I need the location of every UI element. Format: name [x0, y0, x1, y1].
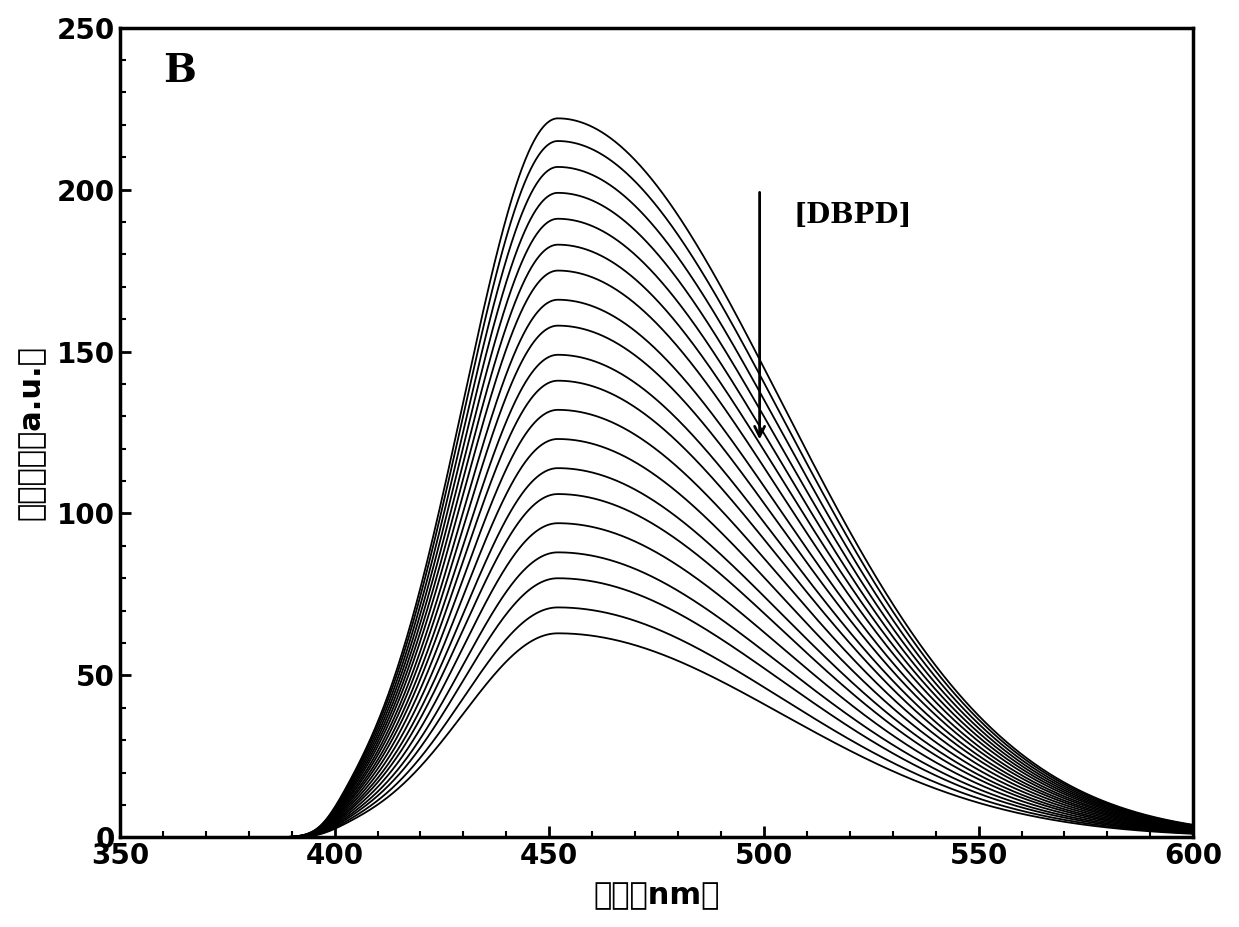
Y-axis label: 荽光强度（a.u.）: 荽光强度（a.u.） — [16, 345, 46, 520]
Text: B: B — [162, 52, 196, 90]
Text: [DBPD]: [DBPD] — [794, 202, 912, 229]
X-axis label: 波长（nm）: 波长（nm） — [593, 882, 720, 910]
